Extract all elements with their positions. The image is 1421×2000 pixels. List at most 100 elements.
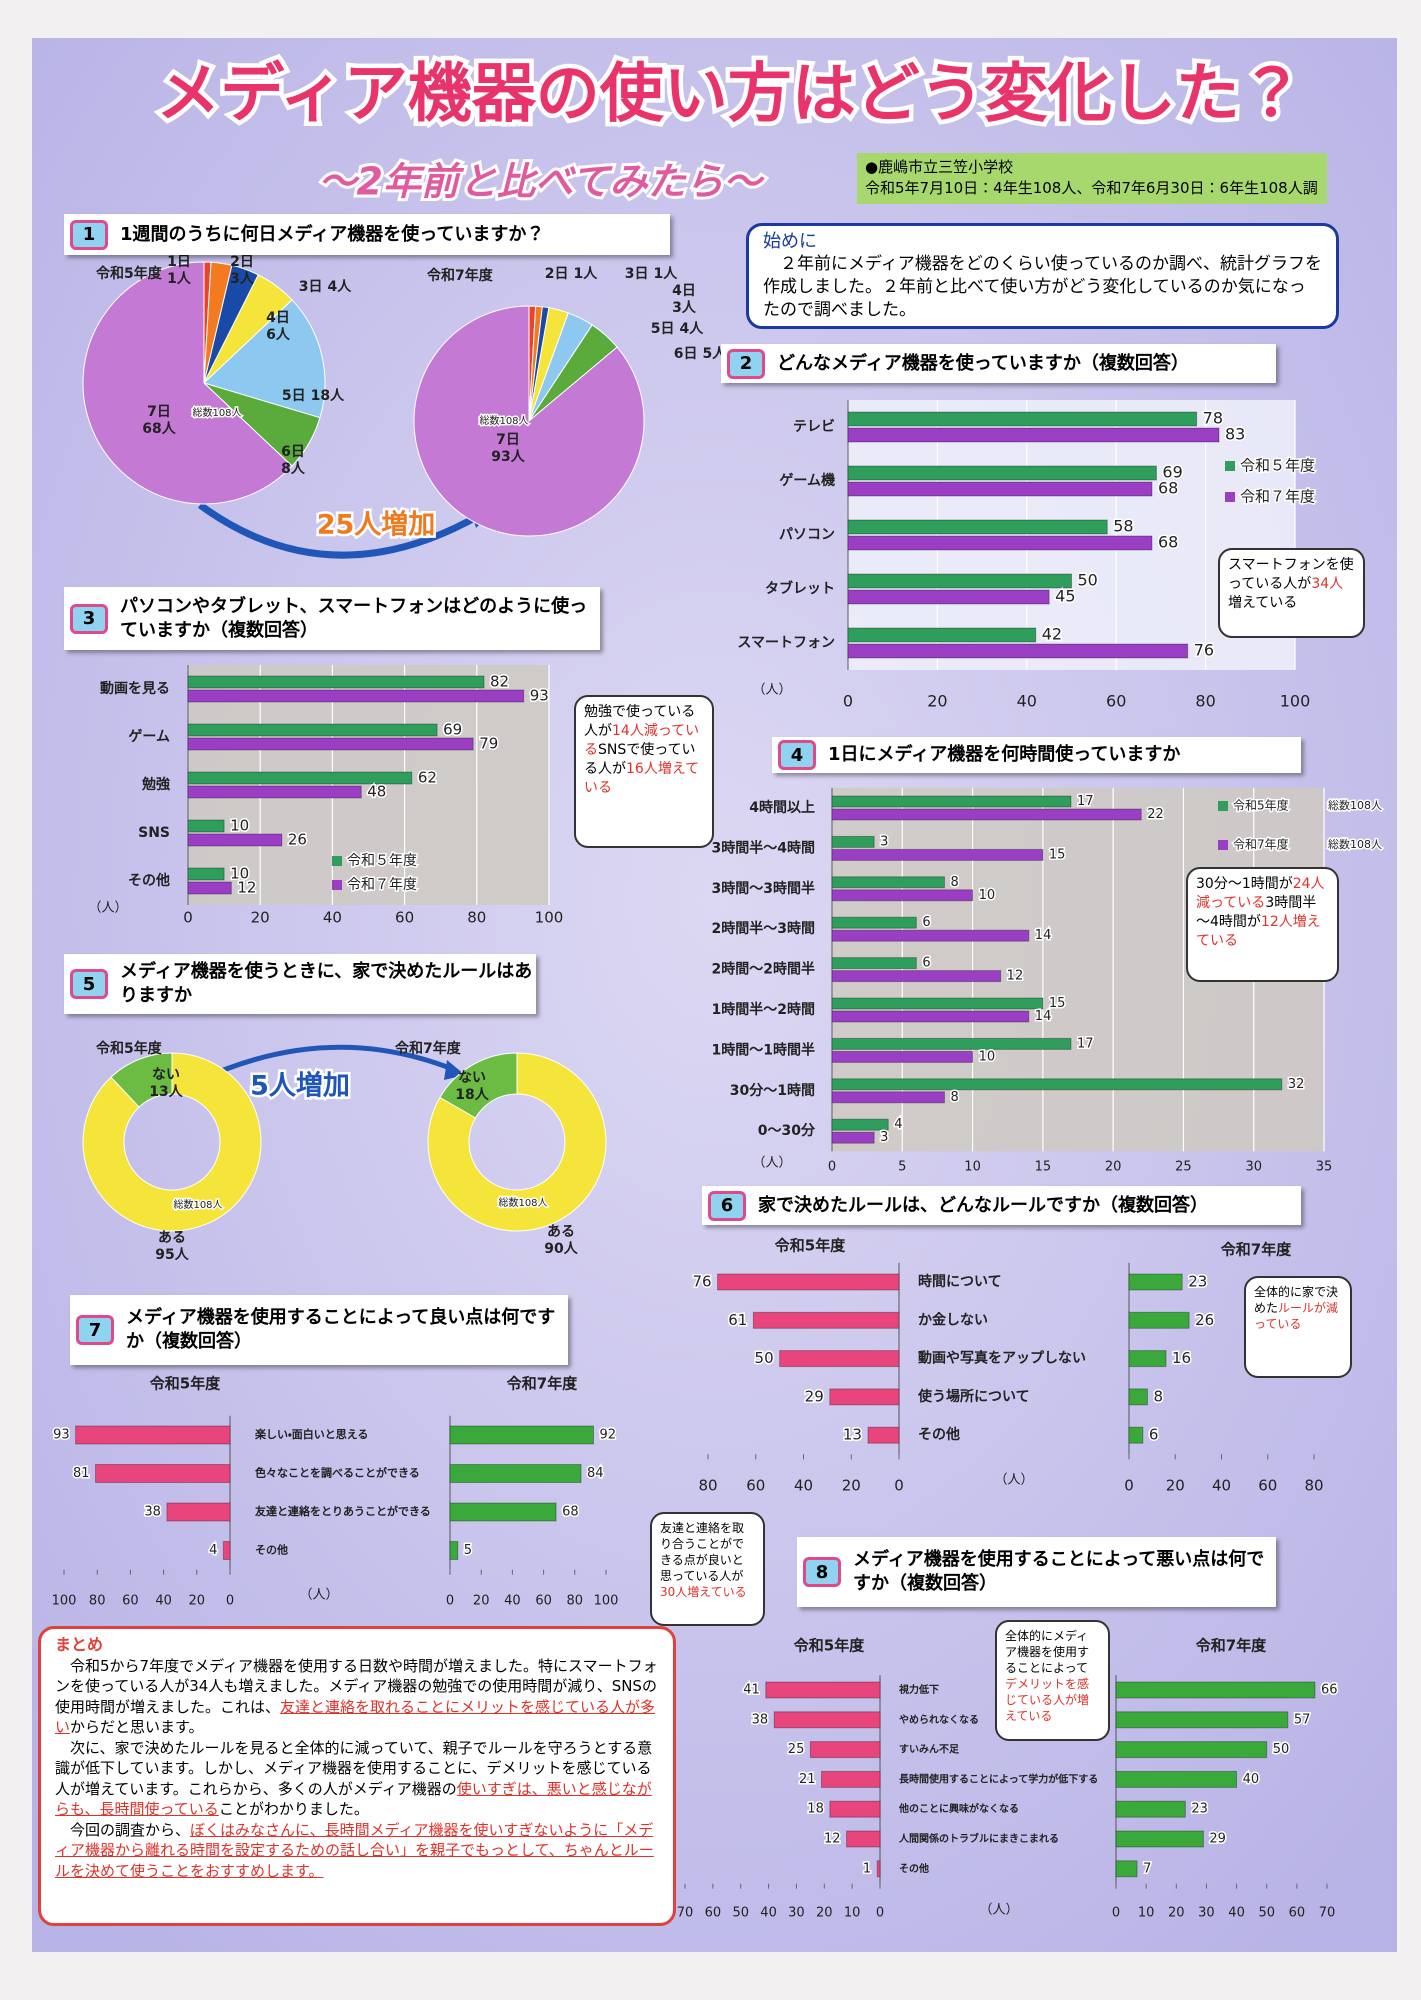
value-label: 3 — [880, 834, 888, 849]
legend-label: 令和５年度 — [1240, 457, 1315, 475]
value-label: 76 — [692, 1273, 711, 1291]
bar — [187, 785, 362, 799]
total-label: 総数108人 — [479, 414, 528, 427]
legend-swatch — [1218, 801, 1228, 811]
total-label: 総数108人 — [1328, 837, 1382, 851]
bar — [831, 970, 1002, 983]
value-label: 10 — [230, 817, 249, 835]
value-label: 68 — [1158, 533, 1178, 552]
speech-bubble: 全体的に家で決めたルールが減っている — [1244, 1276, 1352, 1378]
value-label: 23 — [1188, 1273, 1207, 1291]
y-tick-label: その他 — [899, 1862, 929, 1875]
poster-title: メディア機器の使い方はどう変化した？ — [156, 58, 1304, 132]
bar — [1115, 1741, 1268, 1759]
x-tick-label: 60 — [122, 1594, 139, 1609]
section-header: 3 パソコンやタブレット、スマートフォンはどのように使っていますか（複数回答） — [64, 587, 600, 650]
x-tick-label: 40 — [794, 1477, 813, 1495]
value-label: 10 — [979, 1049, 996, 1064]
bar — [821, 1770, 881, 1788]
y-tick-label: 1時間半～2時間 — [712, 1001, 815, 1018]
value-label: 8 — [1154, 1387, 1164, 1405]
legend-label: 令和7年度 — [1233, 838, 1289, 852]
section-header: 6 家で決めたルールは、どんなルールですか（複数回答） — [702, 1186, 1301, 1225]
bar — [847, 519, 1108, 535]
slice-value-label: 8人 — [281, 461, 306, 477]
x-tick-label: 40 — [760, 1906, 777, 1921]
y-tick-label: 4時間以上 — [749, 799, 815, 816]
donut-slice — [82, 1052, 262, 1232]
x-tick-label: 40 — [1228, 1906, 1245, 1921]
text-segment: 12人増えている — [1196, 914, 1321, 949]
slice-category: 6日 — [281, 444, 305, 460]
slice-value-label: 3人 — [230, 271, 255, 287]
slice-category: ある — [158, 1230, 186, 1246]
text-segment: 令和5から7年度でメディア機器を使用する日数や時間が増えました。特にスマートフォ… — [55, 1656, 658, 1716]
x-tick-label: 60 — [705, 1906, 722, 1921]
section-number-text: 3 — [82, 608, 96, 629]
bar — [831, 1037, 1072, 1050]
y-tick-label: 勉強 — [141, 776, 171, 793]
text-segment: デメリットを感じている人が増えている — [1005, 1677, 1090, 1723]
bar — [847, 643, 1189, 659]
section-title-text: パソコンやタブレット、スマートフォンはどのように使っていますか（複数回答） — [120, 595, 588, 641]
bar — [449, 1541, 459, 1560]
slice-label: 6日 8人 — [281, 444, 306, 477]
legend-label: 令和７年度 — [347, 877, 417, 893]
plot-background — [188, 665, 549, 905]
value-label: 6 — [922, 956, 930, 971]
bar — [1128, 1350, 1167, 1368]
legend-swatch — [332, 880, 342, 890]
chart-title: 令和5年度 — [150, 1375, 220, 1393]
section-title: 家で決めたルールは、どんなルールですか（複数回答） — [758, 1194, 1208, 1218]
slice-category: 1日 — [167, 254, 191, 270]
value-label: 3 — [880, 1130, 888, 1145]
school-name: ●鹿嶋市立三笠小学校 — [865, 158, 1014, 176]
x-tick-label: 10 — [1138, 1906, 1155, 1921]
y-tick-label: か金しない — [918, 1311, 988, 1328]
section-number-text: 7 — [88, 1319, 102, 1341]
section-header: 4 1日にメディア機器を何時間使っていますか — [772, 737, 1301, 773]
value-label: 66 — [1321, 1683, 1338, 1698]
x-tick-label: 80 — [567, 1594, 584, 1609]
value-label: 50 — [1273, 1742, 1290, 1757]
value-label: 14 — [1035, 1009, 1052, 1024]
y-tick-label: すいみん不足 — [899, 1744, 960, 1756]
value-label: 12 — [1007, 969, 1024, 984]
slice-label: 2日 3人 — [230, 254, 255, 287]
y-tick-label: 動画を見る — [100, 680, 170, 697]
text-segment: ルールが減っている — [1254, 1301, 1339, 1331]
x-tick-label: 60 — [1106, 692, 1126, 711]
y-tick-label: 30分～1時間 — [730, 1082, 815, 1099]
section-title: メディア機器を使用することによって良い点は何ですか（複数回答） — [126, 1306, 568, 1354]
slice-value-label: 3人 — [672, 300, 697, 316]
x-tick-label: 80 — [89, 1594, 106, 1609]
slice-category: 7日 — [496, 432, 520, 448]
bar — [846, 1830, 881, 1848]
bar — [831, 795, 1072, 808]
bar — [779, 1350, 900, 1368]
value-label: 83 — [1225, 425, 1245, 444]
bar — [449, 1464, 582, 1483]
summary-paragraph: 次に、家で決めたルールを見ると全体的に減っていて、親子でルールを守ろうとする意識… — [55, 1738, 659, 1820]
value-label: 12 — [824, 1832, 841, 1847]
value-label: 42 — [1042, 625, 1062, 644]
slice-label: ない 13人 — [149, 1067, 183, 1100]
bar — [831, 1050, 974, 1063]
text-segment: 14人減っている — [584, 723, 700, 758]
slice-value-label: 93人 — [491, 449, 525, 465]
y-tick-label: ゲーム機 — [779, 472, 835, 489]
text-segment: ことがわかりました。 — [218, 1800, 369, 1818]
x-tick-label: 60 — [1289, 1906, 1306, 1921]
total-label: 総数108人 — [498, 1196, 547, 1209]
x-tick-label: 60 — [535, 1594, 552, 1609]
value-label: 15 — [1049, 847, 1066, 862]
value-label: 93 — [530, 687, 549, 705]
legend-label: 令和5年度 — [1233, 799, 1289, 813]
bar — [1128, 1273, 1183, 1291]
value-label: 40 — [1243, 1772, 1260, 1787]
x-tick-label: 5 — [898, 1160, 906, 1175]
value-label: 48 — [367, 783, 386, 801]
chart-title: 令和5年度 — [95, 1040, 163, 1057]
speech-bubble: スマートフォンを使っている人が34人増えている — [1218, 548, 1365, 638]
y-tick-label: その他 — [255, 1543, 288, 1557]
